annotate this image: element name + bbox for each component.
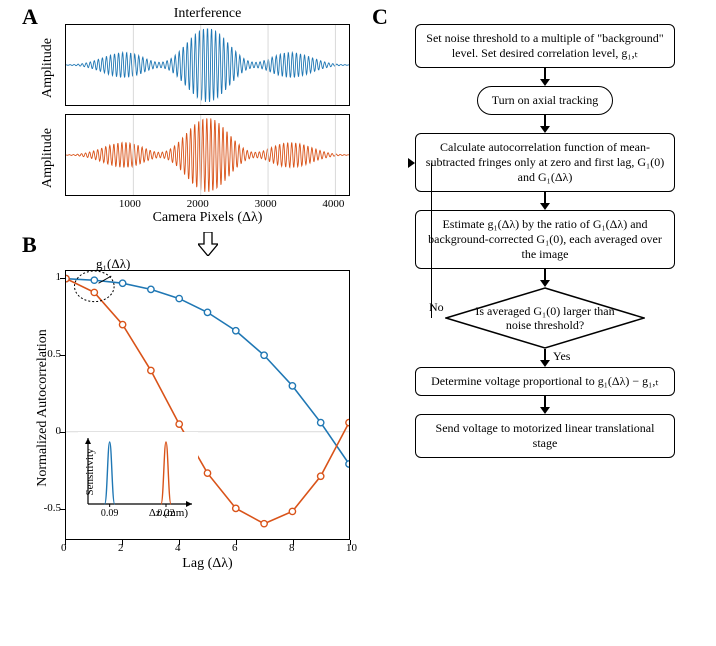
flow-step-2: Turn on axial tracking (477, 86, 614, 115)
panel-a-label: A (22, 4, 38, 30)
svg-text:Δz (mm): Δz (mm) (149, 507, 188, 518)
flow-arrow-icon (544, 115, 546, 127)
panel-a-bottom-plot (65, 114, 350, 196)
panel-b-ytick: 0 (33, 425, 61, 437)
panel-b-ytick: 0.5 (33, 348, 61, 360)
panel-a-xtick: 1000 (119, 198, 141, 210)
flow-arrow-icon (544, 396, 546, 408)
flow-step-7: Send voltage to motorized linear transla… (415, 414, 675, 458)
panel-a-top-ylabel: Amplitude (40, 38, 56, 98)
flow-step-4: Estimate g₁(Δλ) by the ratio of G₁(Δλ) a… (415, 210, 675, 269)
down-arrow-icon (198, 232, 218, 256)
g1-annotation: g₁(Δλ) (96, 256, 130, 272)
yes-label: Yes (553, 349, 570, 364)
panel-a-title: Interference (65, 6, 350, 22)
panel-a-xlabel: Camera Pixels (Δλ) (65, 210, 350, 226)
flow-arrow-icon (544, 349, 546, 361)
inset-ylabel: Sensitivity (84, 444, 96, 500)
no-loop-path (431, 163, 432, 319)
panel-b-label: B (22, 232, 37, 258)
flow-step-3: Calculate autocorrelation function of me… (415, 133, 675, 192)
flow-arrow-icon (544, 192, 546, 204)
flow-step-1: Set noise threshold to a multiple of "ba… (415, 24, 675, 68)
panel-b-ytick: -0.5 (33, 502, 61, 514)
panel-c-label: C (372, 4, 388, 30)
panel-a-bottom-ylabel: Amplitude (40, 128, 56, 188)
no-loop-arrowhead (408, 158, 415, 168)
flow-step-6: Determine voltage proportional to g₁(Δλ)… (415, 367, 675, 396)
panel-b-inset: 0.090.22Δz (mm) (78, 432, 198, 518)
panel-c-flowchart: Set noise threshold to a multiple of "ba… (395, 24, 695, 458)
panel-b-xtick: 10 (346, 542, 357, 554)
panel-a-xtick: 4000 (322, 198, 344, 210)
panel-a-xtick: 3000 (255, 198, 277, 210)
flow-arrow-icon (544, 269, 546, 281)
panel-a-top-plot (65, 24, 350, 106)
flow-arrow-icon (544, 68, 546, 80)
no-label: No (429, 300, 444, 315)
svg-text:0.09: 0.09 (101, 508, 119, 518)
flow-decision: Is averaged G₁(0) larger than noise thre… (445, 287, 645, 349)
panel-a-xtick: 2000 (187, 198, 209, 210)
panel-b-xlabel: Lag (Δλ) (65, 556, 350, 572)
panel-b-ytick: 1 (33, 271, 61, 283)
